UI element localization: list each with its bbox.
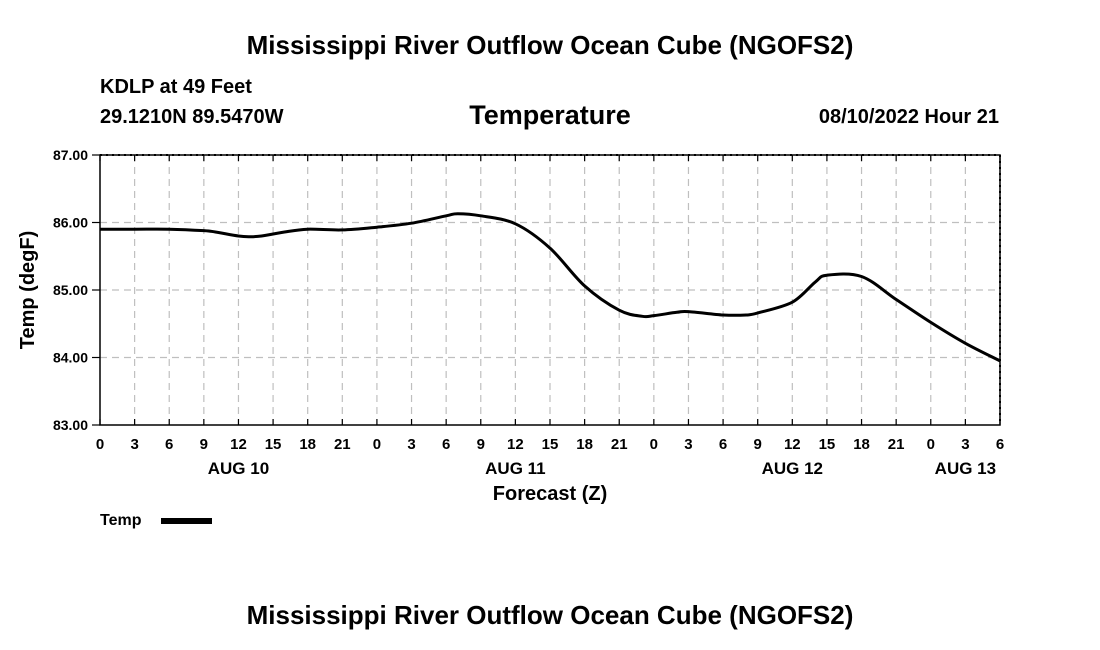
y-tick-label: 85.00	[53, 282, 88, 298]
x-tick-label: 12	[507, 436, 524, 453]
x-tick-label: 18	[299, 436, 316, 453]
y-axis-label: Temp (degF)	[17, 231, 39, 350]
y-tick-label: 83.00	[53, 417, 88, 433]
x-tick-label: 12	[784, 436, 801, 453]
x-axis-label: Forecast (Z)	[493, 483, 607, 505]
x-tick-label: 0	[96, 436, 104, 453]
y-tick-label: 86.00	[53, 215, 88, 231]
day-label: AUG 12	[762, 459, 823, 478]
day-label: AUG 10	[208, 459, 269, 478]
x-tick-label: 15	[819, 436, 836, 453]
temp-series-line	[100, 212, 1001, 363]
x-tick-label: 9	[754, 436, 762, 453]
x-tick-label: 3	[407, 436, 415, 453]
x-tick-label: 9	[200, 436, 208, 453]
footer-title: Mississippi River Outflow Ocean Cube (NG…	[246, 600, 854, 630]
chart-subtitle: Temperature	[469, 100, 631, 130]
x-tick-label: 3	[961, 436, 969, 453]
x-tick-label: 0	[927, 436, 935, 453]
x-tick-label: 15	[542, 436, 559, 453]
label-layer: 0 3 6 9 12 15 18 21 0 3 6 9 12 15 18 21 0 3 6 9 12 15 18 21 0 3 6 8…	[53, 147, 1004, 478]
day-label: AUG 13	[935, 459, 996, 478]
x-tick-label: 6	[996, 436, 1004, 453]
x-tick-label: 15	[265, 436, 282, 453]
x-tick-label: 0	[650, 436, 658, 453]
grid-layer	[100, 155, 1000, 425]
coordinates-label: 29.1210N 89.5470W	[100, 106, 284, 128]
x-tick-label: 9	[477, 436, 485, 453]
day-label: AUG 11	[485, 459, 545, 478]
x-tick-label: 21	[888, 436, 905, 453]
forecast-datetime: 08/10/2022 Hour 21	[818, 106, 999, 128]
legend-label: Temp	[100, 512, 142, 529]
x-tick-label: 6	[719, 436, 727, 453]
chart-title: Mississippi River Outflow Ocean Cube (NG…	[246, 30, 854, 60]
x-tick-label: 0	[373, 436, 381, 453]
x-tick-label: 18	[576, 436, 593, 453]
y-tick-label: 84.00	[53, 350, 88, 366]
x-tick-label: 6	[442, 436, 450, 453]
x-tick-label: 21	[334, 436, 351, 453]
y-tick-label: 87.00	[53, 147, 88, 163]
x-tick-label: 3	[684, 436, 692, 453]
x-tick-label: 12	[230, 436, 247, 453]
station-label: KDLP at 49 Feet	[100, 76, 252, 98]
x-tick-label: 3	[130, 436, 138, 453]
x-tick-label: 18	[853, 436, 870, 453]
x-tick-label: 6	[165, 436, 173, 453]
tick-layer	[92, 154, 1001, 426]
x-tick-label: 21	[611, 436, 628, 453]
